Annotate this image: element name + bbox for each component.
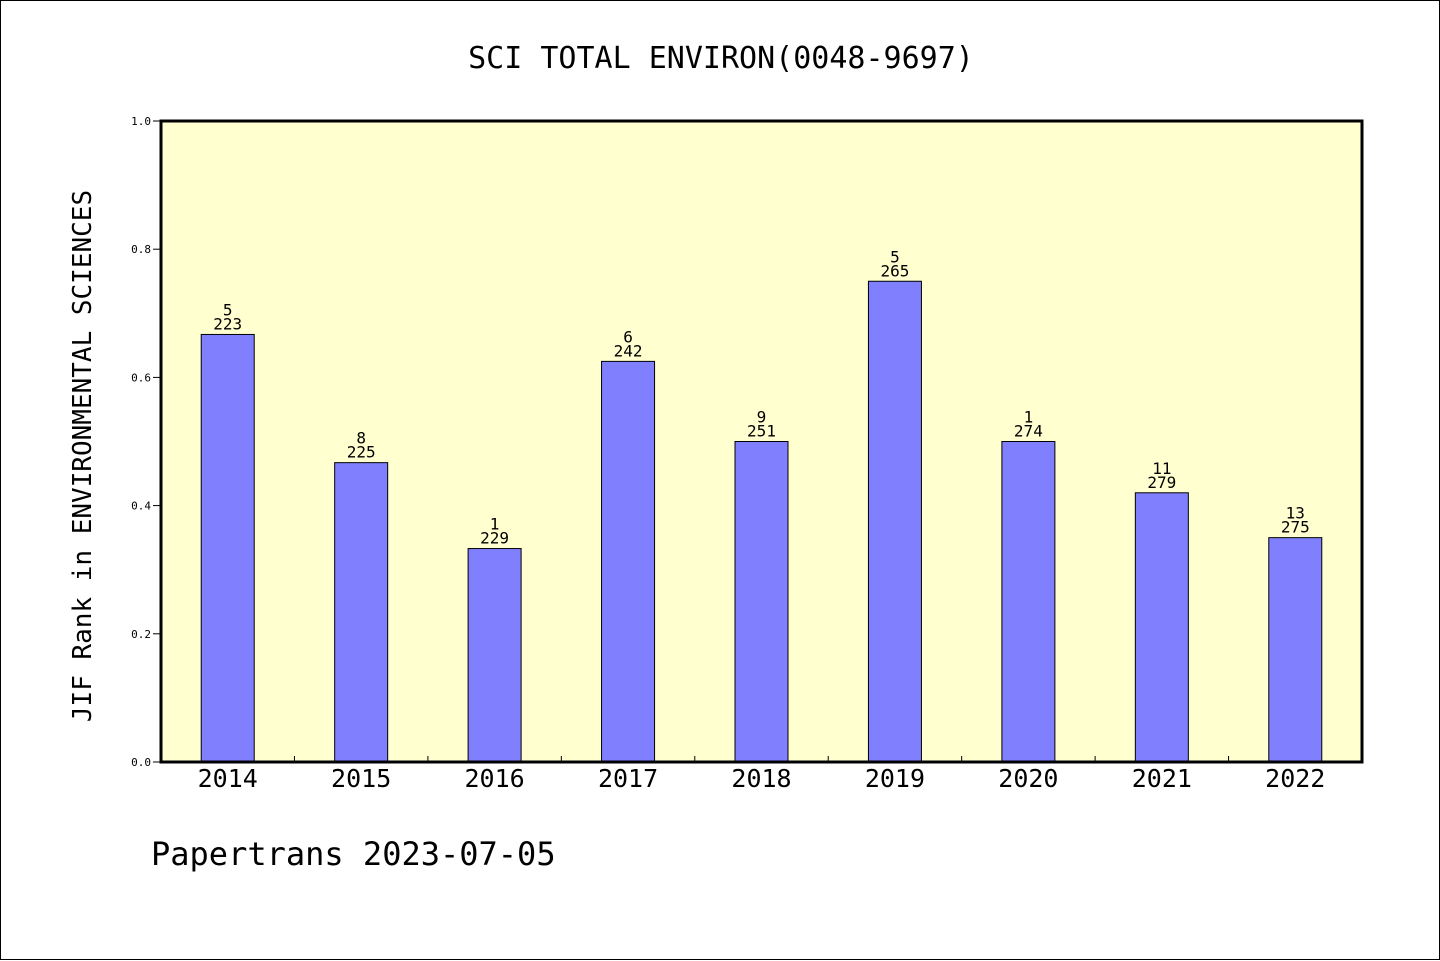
x-tick-label: 2014 [198, 764, 258, 793]
x-tick-label: 2019 [865, 764, 925, 793]
bar-total-label: 223 [213, 314, 242, 333]
y-tick-label: 0.6 [131, 371, 151, 384]
bar [467, 548, 522, 763]
bar-rank-label: 8 [356, 429, 366, 448]
x-tick-label: 2016 [465, 764, 525, 793]
bar-rank-label: 1 [490, 515, 500, 534]
y-tick-label: 0.0 [131, 756, 151, 769]
y-tick-label: 0.8 [131, 243, 151, 256]
plot-border [159, 119, 1364, 764]
bar-rank-label: 6 [623, 327, 633, 346]
bar-rank-label: 1 [1024, 408, 1034, 427]
bar-rank-label: 11 [1152, 459, 1171, 478]
x-tick-label: 2018 [731, 764, 791, 793]
bars [200, 280, 1323, 763]
bar-rank-label: 9 [757, 408, 767, 427]
bar-total-label: 229 [480, 529, 509, 548]
bar-total-label: 274 [1014, 422, 1043, 441]
bar-total-label: 225 [347, 443, 376, 462]
bar-total-label: 275 [1281, 518, 1310, 537]
x-tick-label: 2020 [998, 764, 1058, 793]
footer-credit: Papertrans 2023-07-05 [151, 835, 556, 873]
bar [1134, 492, 1189, 763]
bar [867, 280, 922, 763]
bar-rank-label: 5 [890, 247, 900, 266]
y-axis-label: JIF Rank in ENVIRONMENTAL SCIENCES [68, 190, 98, 722]
y-tick-label: 0.4 [131, 500, 151, 513]
bar [334, 462, 389, 763]
bar-total-label: 265 [880, 261, 909, 280]
bar-total-label: 251 [747, 422, 776, 441]
bar [1268, 537, 1323, 763]
y-tick-label: 0.2 [131, 628, 151, 641]
x-axis: 2014 2015 2016 2017 2018 2019 2020 2021 2022 [198, 756, 1325, 793]
y-axis: 0.0 0.2 0.4 0.6 0.8 1.0 [131, 115, 161, 769]
bar [734, 441, 789, 763]
bar [601, 360, 656, 763]
bar [200, 333, 255, 763]
x-tick-label: 2021 [1132, 764, 1192, 793]
chart-title: SCI TOTAL ENVIRON(0048-9697) [468, 41, 974, 76]
y-tick-label: 1.0 [131, 115, 151, 128]
bar-rank-label: 5 [223, 300, 233, 319]
x-tick-label: 2022 [1265, 764, 1325, 793]
bar [1001, 441, 1056, 763]
bar-total-label: 242 [614, 341, 643, 360]
bar-rank-label: 13 [1286, 504, 1305, 523]
x-tick-label: 2015 [331, 764, 391, 793]
x-tick-label: 2017 [598, 764, 658, 793]
bar-total-label: 279 [1147, 473, 1176, 492]
